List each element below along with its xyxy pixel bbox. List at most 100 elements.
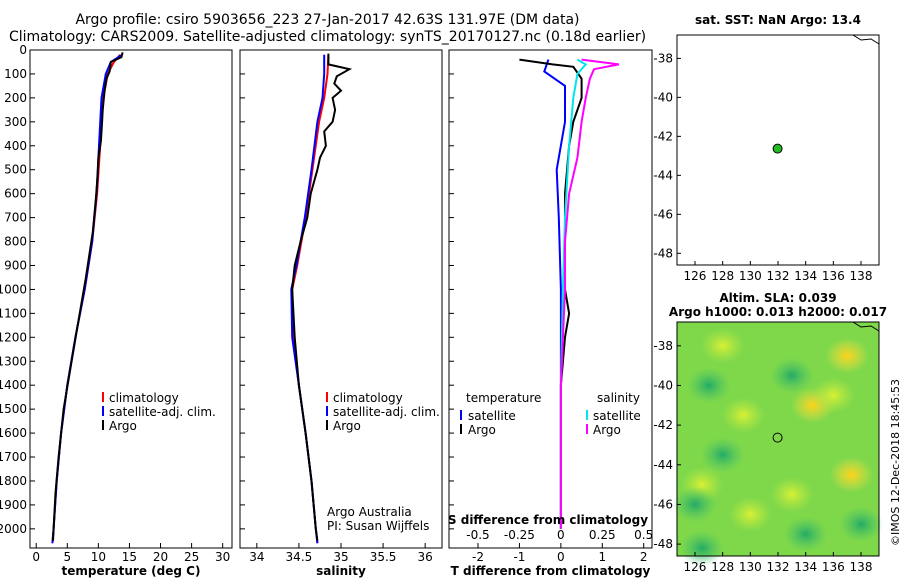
diff-s-tick-label: -0.5	[466, 528, 489, 542]
temperature-profile-xtick-label: 25	[184, 550, 199, 564]
altimetry-map-ytick-label: -42	[653, 418, 673, 432]
salinity-profile-legend-label: Argo	[333, 419, 361, 433]
sst-map-ytick-label: -38	[653, 51, 673, 65]
salinity-profile-xtick-label: 34	[249, 550, 264, 564]
altimetry-map-ytick-label: -44	[653, 458, 673, 472]
temperature-profile-xlabel: temperature (deg C)	[62, 564, 201, 578]
altimetry-map-ytick-label: -48	[653, 537, 673, 551]
sst-map-xtick-label: 138	[850, 269, 873, 283]
altimetry-map-xtick-label: 134	[794, 560, 817, 574]
altimetry-map-anomaly-blob	[700, 436, 745, 473]
sst-map-xtick-label: 134	[794, 269, 817, 283]
pressure-tick-label: 1600	[0, 426, 27, 440]
salinity-profile-xtick-label: 35	[333, 550, 348, 564]
pressure-tick-label: 1300	[0, 354, 27, 368]
difference-profile-xtick-label: 0	[557, 550, 565, 564]
sst-map-ytick-label: -40	[653, 90, 673, 104]
pressure-tick-label: 600	[4, 187, 27, 201]
diff-s-tick-label: 0.25	[589, 528, 616, 542]
timestamp-stamp: ©IMOS 12-Dec-2018 18:45:53	[889, 379, 900, 546]
altimetry-map-coastline	[852, 321, 880, 332]
altimetry-map-anomaly-blob	[769, 476, 814, 513]
difference-profile-frame	[448, 49, 653, 549]
altimetry-map-title: Altim. SLA: 0.039	[719, 291, 836, 305]
altimetry-map-xtick-label: 128	[711, 560, 734, 574]
altimetry-map-xtick-label: 138	[850, 560, 873, 574]
pressure-tick-label: 1900	[0, 498, 27, 512]
sst-map-xtick-label: 132	[767, 269, 790, 283]
altimetry-map-anomaly-blob	[783, 516, 828, 553]
pressure-tick-label: 500	[4, 163, 27, 177]
altimetry-map-anomaly-blob	[672, 486, 717, 523]
altimetry-map-argo-position-marker	[772, 432, 783, 443]
temperature-profile-xtick-label: 20	[153, 550, 168, 564]
salinity-profile-xtick-label: 34.5	[286, 550, 313, 564]
altimetry-map-xtick-label: 132	[767, 560, 790, 574]
sst-map-ytick-label: -48	[653, 246, 673, 260]
altimetry-map-subtitle: Argo h1000: 0.013 h2000: 0.017	[669, 305, 887, 319]
altimetry-map-xtick-label: 136	[822, 560, 845, 574]
altimetry-map-ytick-label: -40	[653, 378, 673, 392]
temperature-profile-series-Argo	[52, 52, 124, 541]
diff-legend-label: Argo	[468, 423, 496, 437]
altimetry-map-anomaly-blob	[829, 456, 874, 493]
altimetry-map-anomaly-blob	[686, 367, 731, 404]
sst-map-ytick-label: -46	[653, 207, 673, 221]
pressure-tick-label: 1700	[0, 450, 27, 464]
diff-legend-salinity-heading: salinity	[597, 391, 640, 405]
altimetry-map-ytick-label: -46	[653, 497, 673, 511]
temperature-profile-xtick-label: 5	[63, 550, 71, 564]
sst-map-ytick-label: -44	[653, 168, 673, 182]
pi-name-text: PI: Susan Wijffels	[327, 519, 429, 533]
pressure-tick-label: 300	[4, 115, 27, 129]
salinity-profile-xtick-label: 35.5	[370, 550, 397, 564]
sst-map-xtick-label: 128	[711, 269, 734, 283]
diff-s-tick-label: 0.5	[634, 528, 653, 542]
temperature-profile-xtick-label: 30	[215, 550, 230, 564]
pressure-tick-label: 1500	[0, 402, 27, 416]
sst-map-xtick-label: 126	[684, 269, 707, 283]
salinity-profile-legend-label: satellite-adj. clim.	[333, 405, 440, 419]
altimetry-map-anomaly-blob	[839, 506, 884, 543]
temperature-profile-xtick-label: 15	[122, 550, 137, 564]
pressure-tick-label: 1100	[0, 306, 27, 320]
sst-map-coastline	[852, 34, 880, 45]
pressure-tick-label: 2000	[0, 522, 27, 536]
temperature-profile-xtick-label: 0	[32, 550, 40, 564]
pressure-tick-label: 400	[4, 139, 27, 153]
pressure-tick-label: 200	[4, 91, 27, 105]
argo-australia-text: Argo Australia	[327, 505, 412, 519]
altimetry-map-anomaly-blob	[811, 377, 856, 414]
temperature-profile-frame	[29, 49, 233, 549]
figure-title-line1: Argo profile: csiro 5903656_223 27-Jan-2…	[75, 12, 580, 28]
pressure-tick-label: 1800	[0, 474, 27, 488]
sst-map-title: sat. SST: NaN Argo: 13.4	[695, 13, 861, 27]
temperature-profile-legend-label: satellite-adj. clim.	[109, 405, 216, 419]
temperature-profile-legend-label: climatology	[109, 391, 179, 405]
pressure-tick-label: 700	[4, 211, 27, 225]
altimetry-map-ytick-label: -38	[653, 339, 673, 353]
diff-s-tick-label: 0	[557, 528, 565, 542]
pressure-tick-label: 800	[4, 235, 27, 249]
sst-map-xtick-label: 130	[739, 269, 762, 283]
salinity-profile-xlabel: salinity	[316, 564, 366, 578]
altimetry-map-anomaly-blob	[825, 337, 870, 374]
salinity-profile-series-Argo	[291, 53, 353, 541]
difference-profile-xtick-label: -1	[513, 550, 525, 564]
sst-map-argo-position-marker	[772, 143, 783, 154]
figure-title-line2: Climatology: CARS2009. Satellite-adjuste…	[8, 29, 647, 45]
diff-legend-label: satellite	[468, 409, 516, 423]
difference-profile-xtick-label: 2	[640, 550, 648, 564]
salinity-profile-legend-label: climatology	[333, 391, 403, 405]
difference-profile-series-salinity-Argo	[559, 58, 620, 529]
pressure-tick-label: 100	[4, 67, 27, 81]
diff-legend-label: Argo	[593, 423, 621, 437]
altimetry-map-anomaly-blob	[721, 397, 766, 434]
salinity-profile-frame	[239, 49, 443, 549]
altimetry-map-xtick-label: 126	[684, 560, 707, 574]
diff-s-axis-label: S difference from climatology	[448, 513, 648, 527]
difference-profile-xlabel: T difference from climatology	[451, 564, 651, 578]
altimetry-map-anomaly-blob	[679, 530, 724, 567]
altimetry-map-anomaly-blob	[769, 357, 814, 394]
pressure-tick-label: 0	[19, 43, 27, 57]
